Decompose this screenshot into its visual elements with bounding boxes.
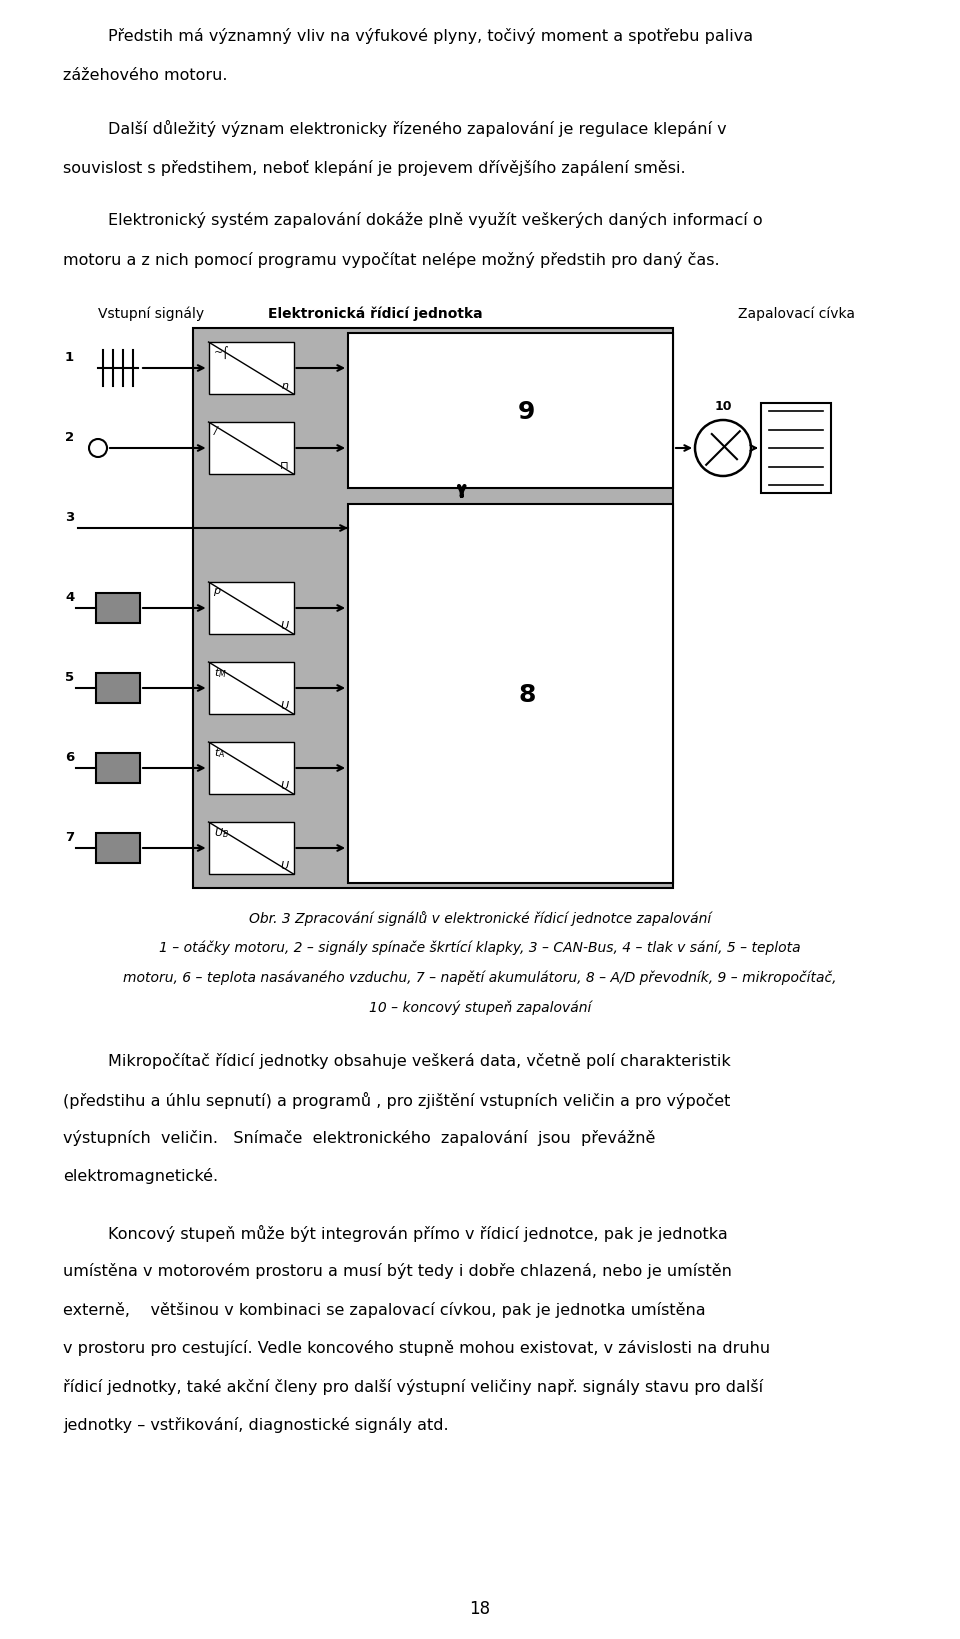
Bar [208,823,294,875]
Bar [193,329,673,888]
Text: 1: 1 [65,351,74,364]
Text: řídicí jednotky, také akční členy pro další výstupní veličiny např. signály stav: řídicí jednotky, také akční členy pro da… [63,1378,763,1395]
Bar [208,423,294,475]
Bar [96,674,140,703]
Text: U: U [280,780,289,790]
Text: U: U [280,860,289,870]
Text: souvislost s předstihem, neboť klepání je projevem dřívějšího zapálení směsi.: souvislost s předstihem, neboť klepání j… [63,161,685,175]
Text: 9: 9 [518,400,536,423]
Bar [208,742,294,795]
Text: Předstih má významný vliv na výfukové plyny, točivý moment a spotřebu paliva: Předstih má významný vliv na výfukové pl… [108,28,754,44]
Text: výstupních  veličin.   Snímače  elektronického  zapalování  jsou  převážně: výstupních veličin. Snímače elektronické… [63,1129,656,1146]
Text: 4: 4 [65,590,74,603]
Bar [348,505,673,883]
Text: motoru a z nich pomocí programu vypočítat nelépe možný předstih pro daný čas.: motoru a z nich pomocí programu vypočíta… [63,252,720,267]
Text: elektromagnetické.: elektromagnetické. [63,1167,218,1183]
Text: 7: 7 [65,831,74,844]
Text: Elektronický systém zapalování dokáže plně využít veškerých daných informací o: Elektronický systém zapalování dokáže pl… [108,211,762,228]
Text: p: p [213,585,221,595]
Text: 5: 5 [65,670,74,683]
Text: Obr. 3 Zpracování signálů v elektronické řídicí jednotce zapalování: Obr. 3 Zpracování signálů v elektronické… [249,910,711,926]
Text: externě,    většinou v kombinaci se zapalovací cívkou, pak je jednotka umístěna: externě, většinou v kombinaci se zapalov… [63,1301,706,1318]
Bar [96,754,140,783]
Text: (předstihu a úhlu sepnutí) a programů , pro zjištění vstupních veličin a pro výp: (předstihu a úhlu sepnutí) a programů , … [63,1092,731,1108]
Text: $t_A$: $t_A$ [213,746,225,759]
Text: Elektronická řídicí jednotka: Elektronická řídicí jednotka [268,306,483,321]
Text: ~⌠: ~⌠ [213,346,228,359]
Bar [208,343,294,395]
Text: zážehového motoru.: zážehového motoru. [63,67,228,84]
Bar [208,582,294,634]
Text: 6: 6 [65,751,74,764]
Text: 10 – koncový stupeň zapalování: 10 – koncový stupeň zapalování [369,1000,591,1015]
Text: ⊓: ⊓ [280,461,289,470]
Text: Zapalovací cívka: Zapalovací cívka [737,306,854,321]
Text: jednotky – vstřikování, diagnostické signály atd.: jednotky – vstřikování, diagnostické sig… [63,1416,448,1432]
Text: umístěna v motorovém prostoru a musí být tedy i dobře chlazená, nebo je umístěn: umístěna v motorovém prostoru a musí být… [63,1262,732,1278]
Text: v prostoru pro cestující. Vedle koncového stupně mohou existovat, v závislosti n: v prostoru pro cestující. Vedle koncovéh… [63,1339,770,1355]
Text: 2: 2 [65,431,74,444]
Text: motoru, 6 – teplota nasávaného vzduchu, 7 – napětí akumulátoru, 8 – A/D převodní: motoru, 6 – teplota nasávaného vzduchu, … [123,970,837,985]
Text: 1 – otáčky motoru, 2 – signály spínače škrtící klapky, 3 – CAN-Bus, 4 – tlak v s: 1 – otáčky motoru, 2 – signály spínače š… [159,941,801,956]
Text: 3: 3 [65,511,74,524]
Bar [761,403,831,493]
Text: $t_M$: $t_M$ [213,665,227,680]
Text: U: U [280,700,289,711]
Text: 8: 8 [518,682,536,706]
Text: $U_B$: $U_B$ [213,826,228,839]
Text: /: / [213,426,217,436]
Text: 10: 10 [714,400,732,413]
Text: Koncový stupeň může být integrován přímo v řídicí jednotce, pak je jednotka: Koncový stupeň může být integrován přímo… [108,1224,728,1241]
Bar [208,662,294,715]
Bar [96,834,140,864]
Text: n: n [281,380,289,390]
Text: 18: 18 [469,1600,491,1618]
Text: Další důležitý význam elektronicky řízeného zapalování je regulace klepání v: Další důležitý význam elektronicky řízen… [108,120,727,138]
Text: Vstupní signály: Vstupní signály [98,306,204,321]
Bar [96,593,140,623]
Text: U: U [280,621,289,631]
Text: Mikropočítač řídicí jednotky obsahuje veškerá data, včetně polí charakteristik: Mikropočítač řídicí jednotky obsahuje ve… [108,1052,731,1069]
Bar [348,334,673,488]
